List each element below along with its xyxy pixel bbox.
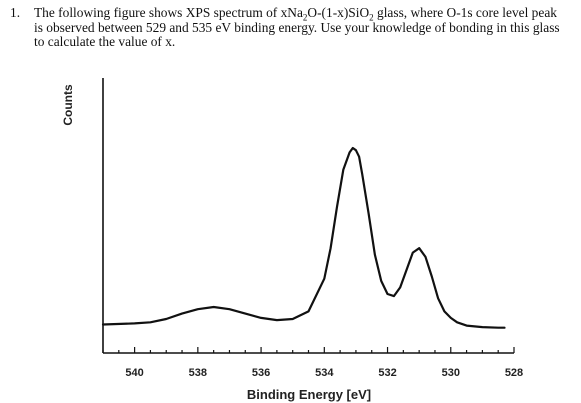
question-number: 1. (10, 5, 21, 20)
x-tick-label: 534 (315, 367, 334, 379)
x-tick-label: 530 (442, 367, 460, 379)
spectrum-line (101, 146, 506, 329)
y-axis-label: Counts (61, 84, 75, 126)
x-tick-label: 538 (189, 367, 207, 379)
x-tick-labels: 540 538 536 534 532 530 528 (125, 367, 523, 379)
x-tick-label: 528 (505, 367, 523, 379)
subscript-1: 2 (302, 12, 308, 23)
question-text-part1: The following figure shows XPS spectrum … (34, 5, 303, 20)
x-tick-label: 540 (125, 367, 143, 379)
x-tick-label: 536 (252, 367, 270, 379)
x-ticks (102, 347, 515, 353)
x-tick-label: 532 (378, 367, 396, 379)
question-text-part2: O-(1-x)SiO (307, 5, 370, 20)
subscript-2: 2 (369, 12, 374, 23)
x-axis-label: Binding Energy [eV] (247, 387, 371, 402)
question-body: The following figure shows XPS spectrum … (34, 5, 562, 50)
question-text-part3: glass, where O-1s core level peak is obs… (34, 5, 560, 50)
